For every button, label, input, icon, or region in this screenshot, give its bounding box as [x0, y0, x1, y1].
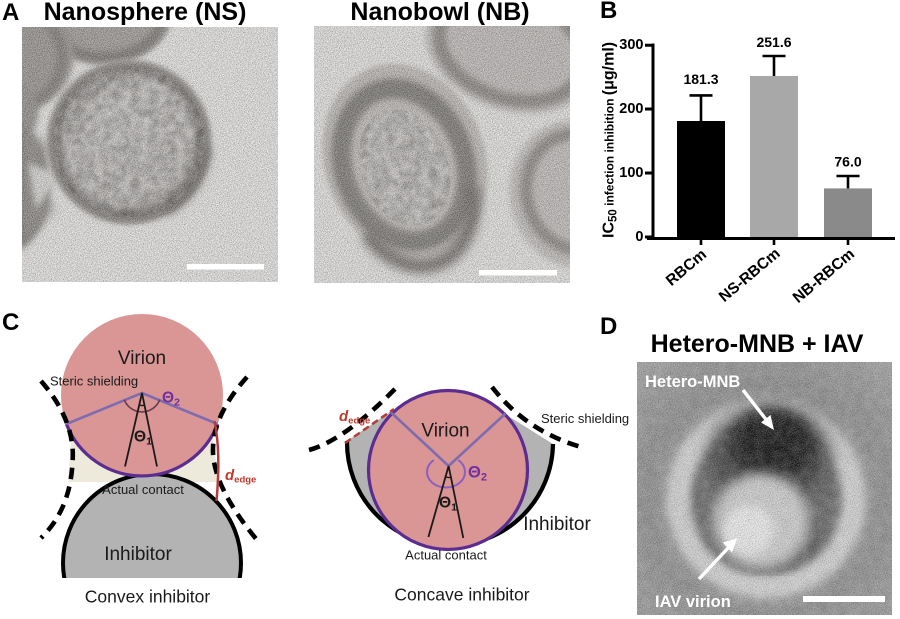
svg-text:RBCm: RBCm	[663, 246, 710, 289]
svg-text:Actual contact: Actual contact	[405, 548, 487, 563]
svg-text:Virion: Virion	[421, 421, 469, 442]
svg-text:251.6: 251.6	[756, 34, 791, 50]
svg-text:300: 300	[619, 37, 643, 53]
svg-text:181.3: 181.3	[683, 71, 718, 87]
svg-text:NB-RBCm: NB-RBCm	[790, 246, 858, 307]
svg-text:100: 100	[619, 165, 643, 181]
svg-text:dedge: dedge	[339, 408, 370, 427]
svg-text:Actual contact: Actual contact	[102, 482, 184, 497]
svg-text:Inhibitor: Inhibitor	[523, 514, 591, 535]
svg-text:Hetero-MNB: Hetero-MNB	[645, 373, 740, 391]
svg-text:0: 0	[635, 229, 643, 245]
svg-text:NS-RBCm: NS-RBCm	[716, 245, 784, 306]
svg-text:dedge: dedge	[225, 467, 256, 486]
svg-text:IC50 infection inhibition (μg/: IC50 infection inhibition (μg/ml)	[601, 42, 620, 238]
svg-text:200: 200	[619, 101, 643, 117]
svg-text:76.0: 76.0	[834, 154, 861, 170]
svg-text:Convex inhibitor: Convex inhibitor	[85, 587, 211, 607]
svg-text:Concave inhibitor: Concave inhibitor	[394, 585, 529, 605]
svg-text:Steric shielding: Steric shielding	[541, 411, 629, 426]
svg-text:Inhibitor: Inhibitor	[104, 544, 172, 565]
svg-text:IAV virion: IAV virion	[655, 593, 731, 611]
svg-text:Virion: Virion	[118, 348, 166, 369]
svg-text:Steric shielding: Steric shielding	[50, 374, 138, 389]
